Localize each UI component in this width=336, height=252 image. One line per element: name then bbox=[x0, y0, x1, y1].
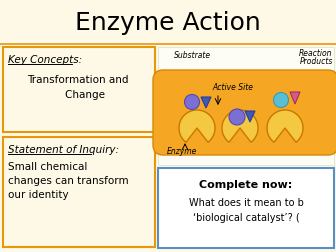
Circle shape bbox=[274, 92, 289, 108]
Text: Enzyme: Enzyme bbox=[167, 147, 197, 156]
Text: Enzyme Action: Enzyme Action bbox=[75, 11, 261, 35]
Text: ‘biological catalyst’? (: ‘biological catalyst’? ( bbox=[193, 213, 299, 223]
Text: Statement of Inquiry:: Statement of Inquiry: bbox=[8, 145, 119, 155]
Polygon shape bbox=[201, 97, 211, 108]
Circle shape bbox=[184, 94, 200, 110]
Text: Change: Change bbox=[51, 90, 104, 100]
Text: Reaction: Reaction bbox=[299, 49, 333, 58]
FancyBboxPatch shape bbox=[3, 137, 155, 247]
FancyBboxPatch shape bbox=[3, 47, 155, 132]
Text: Transformation and: Transformation and bbox=[27, 75, 129, 85]
Polygon shape bbox=[290, 92, 300, 104]
Text: Small chemical: Small chemical bbox=[8, 162, 87, 172]
Text: changes can transform: changes can transform bbox=[8, 176, 129, 186]
Text: Complete now:: Complete now: bbox=[199, 180, 293, 190]
Text: What does it mean to b: What does it mean to b bbox=[188, 198, 303, 208]
Text: Active Site: Active Site bbox=[212, 83, 253, 92]
FancyBboxPatch shape bbox=[158, 168, 334, 248]
FancyBboxPatch shape bbox=[153, 70, 336, 155]
Polygon shape bbox=[179, 110, 215, 142]
FancyBboxPatch shape bbox=[158, 47, 334, 165]
Polygon shape bbox=[267, 110, 303, 142]
Circle shape bbox=[229, 109, 245, 125]
Text: Key Concepts:: Key Concepts: bbox=[8, 55, 82, 65]
Polygon shape bbox=[245, 111, 255, 122]
Text: Products: Products bbox=[299, 56, 333, 66]
Text: Substrate: Substrate bbox=[174, 51, 212, 60]
Text: our identity: our identity bbox=[8, 190, 69, 200]
Polygon shape bbox=[222, 110, 258, 142]
